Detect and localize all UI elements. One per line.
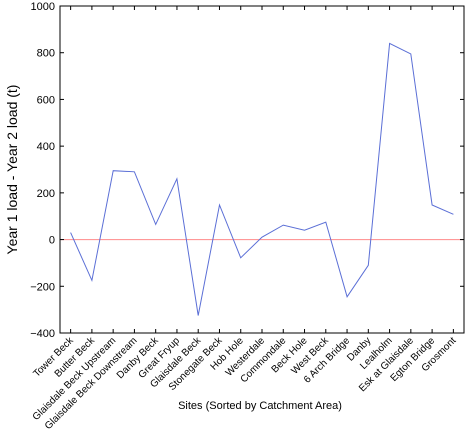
y-tick-label: 1000	[31, 1, 55, 13]
y-tick-label: 400	[37, 141, 55, 153]
y-tick-label: 200	[37, 188, 55, 200]
x-tick-label: Glaisdale Beck Upstream	[31, 335, 119, 423]
y-tick-label: 800	[37, 48, 55, 60]
series-line	[70, 42, 454, 316]
x-axis-title: Sites (Sorted by Catchment Area)	[178, 400, 342, 412]
plot-area-frame	[59, 5, 465, 334]
y-tick-label: 600	[37, 94, 55, 106]
y-tick-label: −400	[30, 328, 55, 340]
y-tick-label: −200	[30, 281, 55, 293]
y-tick-label: 0	[49, 235, 55, 247]
y-axis-title: Year 1 load - Year 2 load (t)	[4, 85, 20, 255]
